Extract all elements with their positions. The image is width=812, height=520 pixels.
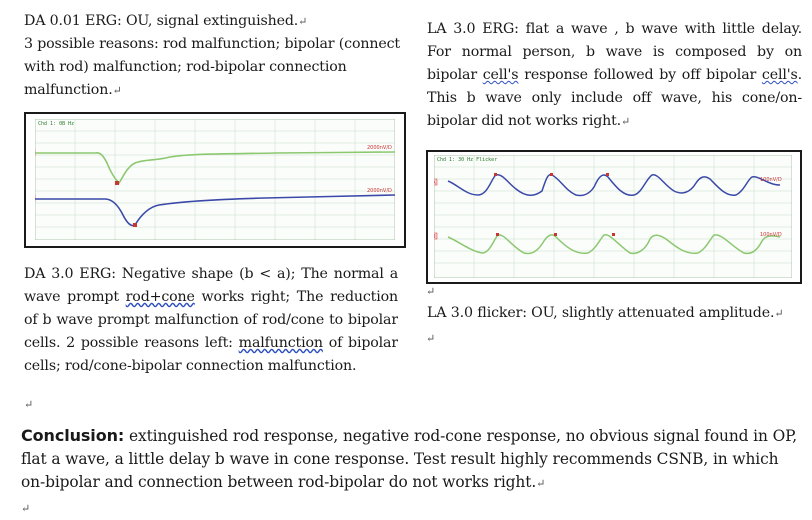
da-001-erg-reasons: 3 possible reasons: rod malfunction; bip… [24, 36, 400, 98]
erg1-trace-2 [35, 194, 395, 227]
erg-figure-flicker: Chd 1: 30 Hz Flicker 1A 1B 100nV/D 100nV… [426, 150, 802, 284]
erg2-trace-2 [447, 234, 781, 255]
return-mark: ↵ [774, 307, 784, 320]
erg1-trace-1 [35, 151, 395, 185]
conclusion-text: extinguished rod response, negative rod-… [21, 427, 798, 491]
erg1-scale1: 2000nV/D [367, 145, 392, 151]
erg-plot-flicker: Chd 1: 30 Hz Flicker 1A 1B 100nV/D 100nV… [434, 155, 792, 278]
erg2-ch1-tag: 1A [434, 180, 436, 186]
conclusion-label: Conclusion: [21, 426, 125, 445]
erg2-header: Chd 1: 30 Hz Flicker [437, 157, 497, 163]
erg2-scale2: 100nV/D [760, 232, 782, 238]
return-mark: ↵ [426, 285, 436, 298]
erg-plot-da: Chd 1: 0B Hz 1A 1B 2000nV/D 2000nV/D [35, 119, 395, 240]
erg2-scale1: 100nV/D [760, 177, 782, 183]
return-mark: ↵ [621, 115, 631, 128]
la-30-erg-section: LA 3.0 ERG: flat a wave , b wave with li… [427, 18, 802, 133]
return-mark: ↵ [536, 477, 546, 490]
erg2-trace-1 [447, 173, 781, 197]
erg1-scale2: 2000nV/D [367, 188, 392, 194]
la-30-flicker-section: LA 3.0 flicker: OU, slightly attenuated … [427, 302, 802, 325]
la-30-flicker-text: LA 3.0 flicker: OU, slightly attenuated … [427, 305, 784, 321]
erg1-header: Chd 1: 0B Hz [38, 121, 74, 127]
da-30-erg-text: DA 3.0 ERG: Negative shape (b < a); The … [24, 266, 398, 374]
return-mark: ↵ [298, 15, 308, 28]
return-mark: ↵ [24, 398, 34, 411]
erg-trace-svg-flicker: Chd 1: 30 Hz Flicker 1A 1B 100nV/D 100nV… [434, 155, 792, 278]
la-30-erg-text: LA 3.0 ERG: flat a wave , b wave with li… [427, 21, 802, 129]
conclusion-section: Conclusion: extinguished rod response, n… [21, 424, 801, 495]
da-001-erg-title: DA 0.01 ERG: OU, signal extinguished.↵ [24, 13, 308, 29]
return-mark: ↵ [21, 502, 31, 515]
erg2-ch2-tag: 1B [434, 234, 436, 240]
erg-trace-svg-da: Chd 1: 0B Hz 1A 1B 2000nV/D 2000nV/D [35, 119, 395, 240]
da-001-erg-section: DA 0.01 ERG: OU, signal extinguished.↵ 3… [24, 10, 414, 102]
da-30-erg-section: DA 3.0 ERG: Negative shape (b < a); The … [24, 263, 398, 379]
return-mark: ↵ [426, 332, 436, 345]
erg-figure-da: Chd 1: 0B Hz 1A 1B 2000nV/D 2000nV/D [24, 112, 406, 248]
return-mark: ↵ [112, 84, 122, 97]
